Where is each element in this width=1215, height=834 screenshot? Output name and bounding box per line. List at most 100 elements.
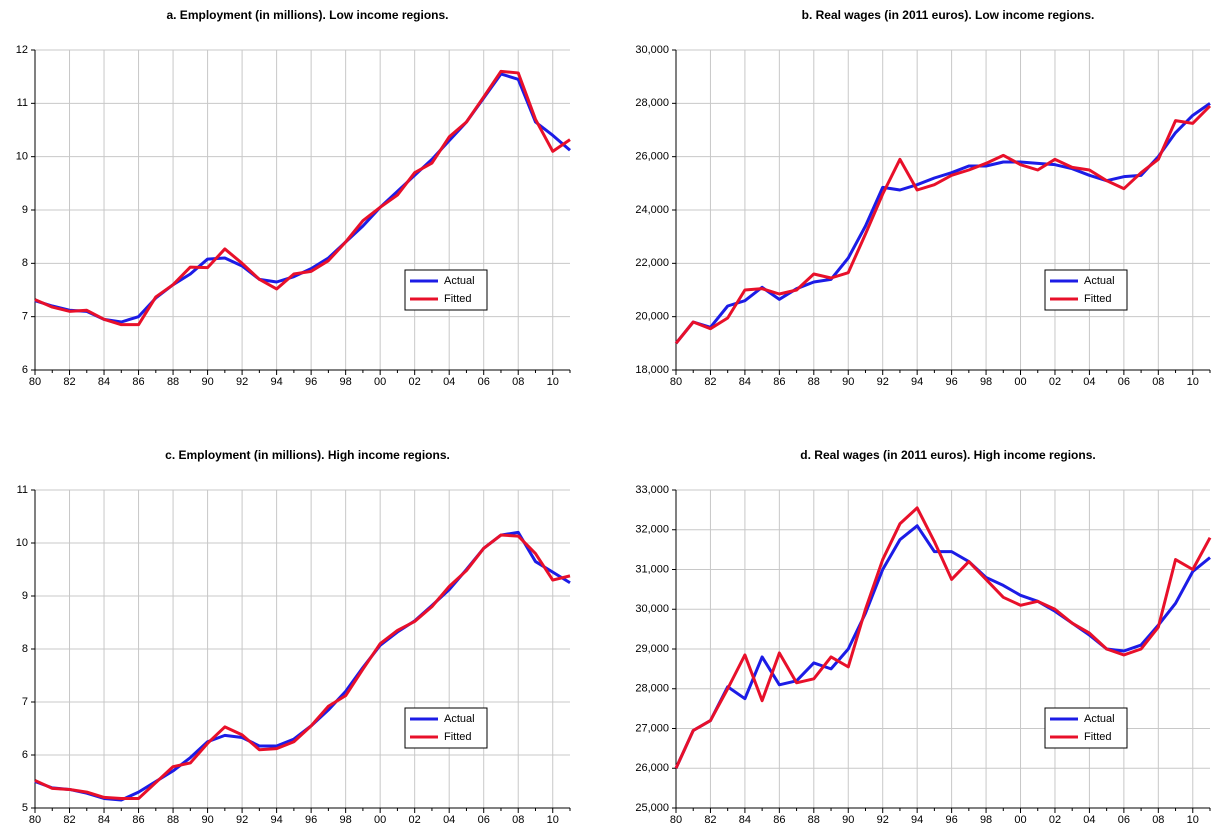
chart-title: c. Employment (in millions). High income…: [165, 448, 450, 462]
legend-label: Fitted: [444, 293, 472, 305]
x-tick-label: 80: [670, 376, 682, 388]
y-tick-label: 10: [16, 537, 28, 549]
x-tick-label: 82: [704, 814, 716, 826]
x-tick-label: 04: [443, 814, 455, 826]
chart-title: b. Real wages (in 2011 euros). Low incom…: [802, 8, 1095, 22]
legend-box: [404, 269, 488, 311]
x-tick-label: 98: [340, 376, 352, 388]
x-tick-label: 98: [980, 376, 992, 388]
legend-label: Actual: [444, 275, 475, 287]
x-tick-label: 82: [704, 376, 716, 388]
legend-box: [404, 707, 488, 749]
data-line: [674, 104, 1212, 345]
x-tick-label: 86: [773, 376, 785, 388]
chart-title: a. Employment (in millions). Low income …: [166, 8, 448, 22]
x-tick-label: 90: [201, 814, 213, 826]
y-tick-label: 24,000: [635, 204, 669, 216]
legend-label: Fitted: [1084, 293, 1112, 305]
y-tick-label: 28,000: [635, 683, 669, 695]
x-tick-label: 02: [409, 814, 421, 826]
y-tick-label: 11: [17, 97, 28, 109]
x-tick-label: 06: [1118, 814, 1130, 826]
x-tick-label: 88: [808, 814, 820, 826]
y-tick-label: 30,000: [635, 603, 669, 615]
y-tick-label: 29,000: [635, 643, 669, 655]
x-tick-label: 86: [132, 814, 144, 826]
x-tick-label: 80: [29, 376, 41, 388]
legend-label: Actual: [444, 713, 475, 725]
legend-label: Actual: [1084, 713, 1115, 725]
x-tick-label: 94: [270, 376, 282, 388]
x-tick-label: 80: [29, 814, 41, 826]
y-tick-label: 28,000: [635, 97, 669, 109]
y-tick-label: 33,000: [635, 484, 669, 496]
y-tick-label: 8: [22, 643, 28, 655]
x-tick-label: 00: [1014, 814, 1026, 826]
y-tick-label: 9: [22, 590, 28, 602]
x-tick-label: 84: [98, 376, 110, 388]
x-tick-label: 92: [236, 814, 248, 826]
legend-box: [1044, 269, 1128, 311]
x-tick-label: 86: [132, 376, 144, 388]
y-tick-label: 6: [22, 364, 28, 376]
legend-label: Fitted: [444, 731, 472, 743]
y-tick-label: 32,000: [635, 524, 669, 536]
y-tick-label: 27,000: [635, 722, 669, 734]
data-line: [674, 524, 1211, 769]
x-tick-label: 08: [512, 376, 524, 388]
y-tick-label: 12: [16, 44, 28, 56]
data-line: [34, 69, 571, 327]
x-tick-label: 00: [374, 814, 386, 826]
x-tick-label: 84: [98, 814, 110, 826]
x-tick-label: 02: [1049, 814, 1061, 826]
y-tick-label: 9: [22, 204, 28, 216]
x-tick-label: 96: [945, 376, 957, 388]
y-tick-label: 6: [22, 749, 28, 761]
x-tick-label: 82: [63, 814, 75, 826]
legend-box: [1044, 707, 1128, 749]
x-tick-label: 88: [167, 814, 179, 826]
y-tick-label: 10: [16, 151, 28, 163]
x-tick-label: 10: [547, 376, 559, 388]
legend-label: Fitted: [1084, 731, 1112, 743]
data-line: [34, 533, 571, 800]
data-line: [674, 506, 1212, 769]
x-tick-label: 94: [911, 376, 923, 388]
y-tick-label: 25,000: [635, 802, 669, 814]
x-tick-label: 08: [1152, 376, 1164, 388]
data-line: [34, 530, 571, 802]
x-tick-label: 98: [340, 814, 352, 826]
x-tick-label: 82: [63, 376, 75, 388]
x-tick-label: 88: [808, 376, 820, 388]
x-tick-label: 90: [201, 376, 213, 388]
x-tick-label: 90: [842, 814, 854, 826]
y-tick-label: 20,000: [635, 311, 669, 323]
y-tick-label: 11: [17, 484, 28, 496]
data-line: [674, 102, 1211, 345]
y-tick-label: 26,000: [635, 762, 669, 774]
x-tick-label: 04: [443, 376, 455, 388]
x-tick-label: 84: [739, 376, 751, 388]
x-tick-label: 00: [1014, 376, 1026, 388]
y-tick-label: 22,000: [635, 257, 669, 269]
y-tick-label: 31,000: [635, 563, 669, 575]
x-tick-label: 00: [374, 376, 386, 388]
y-tick-label: 5: [22, 802, 28, 814]
x-tick-label: 10: [1187, 814, 1199, 826]
y-tick-label: 7: [22, 696, 28, 708]
data-line: [34, 72, 571, 324]
x-tick-label: 10: [547, 814, 559, 826]
x-tick-label: 02: [409, 376, 421, 388]
x-tick-label: 10: [1187, 376, 1199, 388]
x-tick-label: 96: [305, 814, 317, 826]
x-tick-label: 08: [512, 814, 524, 826]
x-tick-label: 96: [945, 814, 957, 826]
x-tick-label: 88: [167, 376, 179, 388]
x-tick-label: 98: [980, 814, 992, 826]
x-tick-label: 08: [1152, 814, 1164, 826]
x-tick-label: 90: [842, 376, 854, 388]
y-tick-label: 26,000: [635, 151, 669, 163]
x-tick-label: 06: [478, 814, 490, 826]
